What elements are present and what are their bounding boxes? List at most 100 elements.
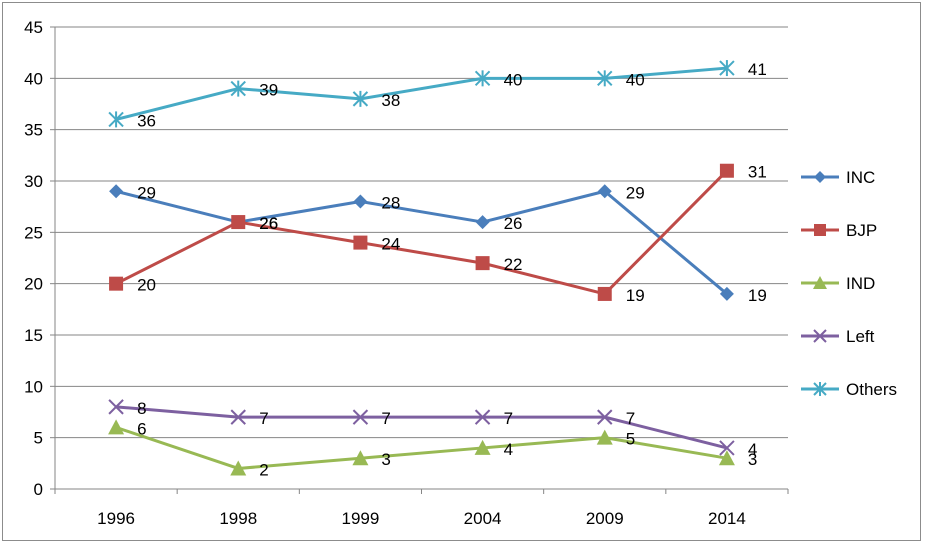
y-tick-label: 0 bbox=[34, 480, 43, 499]
point-bjp-1998 bbox=[231, 215, 246, 230]
data-label-inc-1998: 26 bbox=[259, 214, 278, 233]
point-others-2009 bbox=[597, 70, 613, 87]
marker-stroke bbox=[597, 409, 613, 425]
data-label-others-2014: 41 bbox=[748, 60, 767, 79]
point-left-2014 bbox=[719, 440, 735, 456]
data-label-inc-1999: 28 bbox=[381, 194, 400, 213]
legend-item-others: Others bbox=[801, 380, 897, 399]
x-tick-label: 2014 bbox=[708, 509, 746, 528]
point-others-2004 bbox=[474, 70, 491, 87]
point-inc-2014 bbox=[719, 286, 734, 301]
data-label-ind-2009: 5 bbox=[626, 430, 635, 449]
x-tick-label: 2009 bbox=[586, 509, 624, 528]
series-line-bjp bbox=[115, 169, 728, 296]
x-tick-label: 1996 bbox=[97, 509, 135, 528]
series-line-inc bbox=[115, 189, 728, 296]
data-label-left-1999: 7 bbox=[381, 409, 390, 428]
legend-item-left: Left bbox=[801, 327, 875, 346]
y-tick-label: 25 bbox=[24, 223, 43, 242]
point-ind-2014 bbox=[718, 450, 735, 466]
point-bjp-2009 bbox=[597, 286, 612, 301]
legend-label-bjp: BJP bbox=[846, 221, 877, 240]
marker-stroke bbox=[352, 409, 369, 425]
point-inc-1999 bbox=[353, 194, 368, 209]
x-tick-label: 1998 bbox=[219, 509, 257, 528]
data-label-left-2004: 7 bbox=[504, 409, 513, 428]
y-tick-label: 35 bbox=[24, 121, 43, 140]
point-bjp-2014 bbox=[719, 163, 734, 178]
point-left-1998 bbox=[230, 409, 246, 425]
point-bjp-2004 bbox=[475, 256, 490, 271]
data-label-others-2004: 40 bbox=[504, 70, 523, 89]
data-label-bjp-1998: 26 bbox=[259, 214, 278, 233]
legend-label-left: Left bbox=[846, 327, 875, 346]
legend-marker-bjp bbox=[814, 224, 826, 236]
point-left-1999 bbox=[352, 409, 369, 425]
data-label-bjp-2014: 31 bbox=[748, 163, 767, 182]
point-left-1996 bbox=[108, 399, 124, 415]
data-label-inc-1996: 29 bbox=[137, 183, 156, 202]
legend: INC BJP IND Left Others bbox=[801, 168, 897, 399]
point-ind-1998 bbox=[230, 460, 247, 476]
data-label-bjp-2004: 22 bbox=[504, 255, 523, 274]
data-label-others-1996: 36 bbox=[137, 111, 156, 130]
legend-marker-inc bbox=[814, 171, 826, 183]
series-line-left bbox=[115, 405, 728, 450]
series-lines bbox=[108, 60, 735, 476]
y-tick-label: 15 bbox=[24, 326, 43, 345]
data-label-left-1996: 8 bbox=[137, 399, 146, 418]
x-tick-label: 2004 bbox=[464, 509, 502, 528]
legend-label-ind: IND bbox=[846, 274, 875, 293]
marker-stroke bbox=[474, 409, 491, 425]
data-label-bjp-1996: 20 bbox=[137, 276, 156, 295]
point-bjp-1996 bbox=[109, 276, 124, 291]
x-tick-label: 1999 bbox=[342, 509, 380, 528]
legend-label-inc: INC bbox=[846, 168, 875, 187]
point-inc-1996 bbox=[109, 184, 124, 199]
series-line-ind bbox=[115, 425, 728, 470]
legend-marker-ind bbox=[813, 276, 827, 289]
marker-stroke bbox=[719, 440, 735, 456]
data-label-ind-2014: 3 bbox=[748, 450, 757, 469]
point-others-1996 bbox=[108, 111, 124, 128]
data-label-ind-1999: 3 bbox=[381, 450, 390, 469]
point-ind-1999 bbox=[352, 450, 369, 466]
data-label-inc-2009: 29 bbox=[626, 183, 645, 202]
point-others-2014 bbox=[719, 60, 735, 77]
point-others-1999 bbox=[352, 90, 369, 107]
point-left-2009 bbox=[597, 409, 613, 425]
point-ind-2004 bbox=[474, 439, 491, 455]
point-bjp-1999 bbox=[353, 235, 368, 250]
data-label-ind-2004: 4 bbox=[504, 440, 513, 459]
y-tick-label: 30 bbox=[24, 172, 43, 191]
data-label-ind-1996: 6 bbox=[137, 419, 146, 438]
legend-item-inc: INC bbox=[801, 168, 875, 187]
data-label-inc-2014: 19 bbox=[748, 286, 767, 305]
data-label-others-1998: 39 bbox=[259, 81, 278, 100]
legend-marker-others bbox=[813, 382, 827, 396]
y-tick-label: 45 bbox=[24, 18, 43, 37]
legend-marker-left bbox=[813, 329, 827, 343]
point-left-2004 bbox=[474, 409, 491, 425]
data-label-left-1998: 7 bbox=[259, 409, 268, 428]
data-label-bjp-1999: 24 bbox=[381, 235, 400, 254]
gridlines bbox=[55, 26, 788, 439]
marker-stroke bbox=[813, 329, 827, 343]
data-label-left-2009: 7 bbox=[626, 409, 635, 428]
data-label-others-2009: 40 bbox=[626, 70, 645, 89]
y-tick-label: 5 bbox=[34, 429, 43, 448]
series-line-others bbox=[115, 66, 728, 121]
data-label-inc-2004: 26 bbox=[504, 214, 523, 233]
marker-stroke bbox=[230, 409, 246, 425]
marker-stroke bbox=[108, 399, 124, 415]
point-others-1998 bbox=[230, 80, 246, 97]
point-inc-2009 bbox=[597, 184, 612, 199]
data-label-bjp-2009: 19 bbox=[626, 286, 645, 305]
point-ind-1996 bbox=[108, 419, 125, 435]
point-inc-2004 bbox=[475, 215, 490, 230]
legend-label-others: Others bbox=[846, 380, 897, 399]
data-label-ind-1998: 2 bbox=[259, 460, 268, 479]
